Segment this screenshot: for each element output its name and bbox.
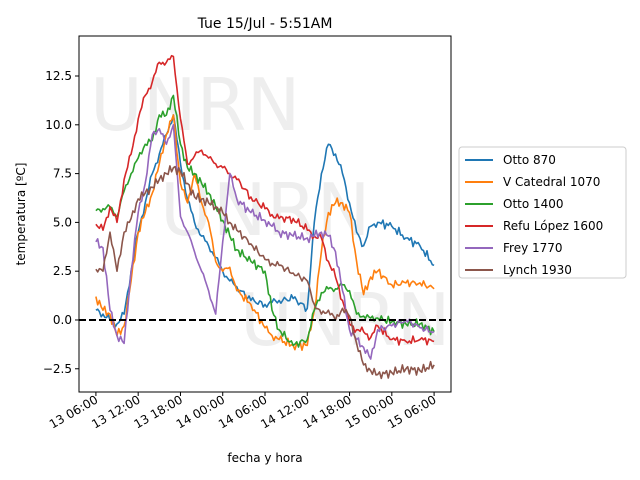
legend-frame — [458, 146, 627, 279]
series-line-frey-1770 — [95, 124, 435, 360]
y-tick-label: 5.0 — [53, 215, 72, 229]
legend-entry: Frey 1770 — [465, 241, 563, 255]
series-line-v-catedral-1070 — [95, 114, 435, 352]
y-tick-label: 2.5 — [53, 264, 72, 278]
watermark-text: UNRN — [160, 168, 370, 252]
y-tick-label: 0.0 — [53, 313, 72, 327]
legend-entry: Refu López 1600 — [465, 219, 603, 233]
series-line-otto-870 — [95, 114, 435, 328]
legend-label: Otto 1400 — [503, 197, 564, 211]
y-tick-label: 7.5 — [53, 167, 72, 181]
y-axis-ticks: −2.5 0.0 2.5 5.0 7.5 10.0 12.5 — [43, 69, 79, 376]
series-line-refu-l-pez-1600 — [95, 54, 435, 346]
y-tick-label: 10.0 — [45, 118, 72, 132]
x-tick-label: 15 06:00 — [385, 392, 438, 431]
legend-label: V Catedral 1070 — [503, 175, 600, 189]
series-lines — [95, 54, 435, 380]
y-tick-label: 12.5 — [45, 69, 72, 83]
x-axis-label: fecha y hora — [227, 451, 302, 465]
legend-entry: Lynch 1930 — [465, 263, 572, 277]
legend-entry: Otto 870 — [465, 153, 556, 167]
legend-entry: V Catedral 1070 — [465, 175, 600, 189]
legend: Otto 870 V Catedral 1070 Otto 1400 Refu Lóp… — [458, 146, 627, 279]
legend-label: Refu López 1600 — [503, 219, 603, 233]
legend-label: Otto 870 — [503, 153, 556, 167]
watermark-text: UNRN — [90, 63, 300, 147]
y-tick-label: −2.5 — [43, 362, 72, 376]
legend-label: Frey 1770 — [503, 241, 563, 255]
chart-title: Tue 15/Jul - 5:51AM — [197, 16, 333, 32]
series-line-lynch-1930 — [95, 165, 435, 380]
legend-label: Lynch 1930 — [503, 263, 572, 277]
legend-entry: Otto 1400 — [465, 197, 564, 211]
series-line-otto-1400 — [95, 94, 435, 348]
y-axis-label: temperatura [ºC] — [14, 163, 28, 266]
